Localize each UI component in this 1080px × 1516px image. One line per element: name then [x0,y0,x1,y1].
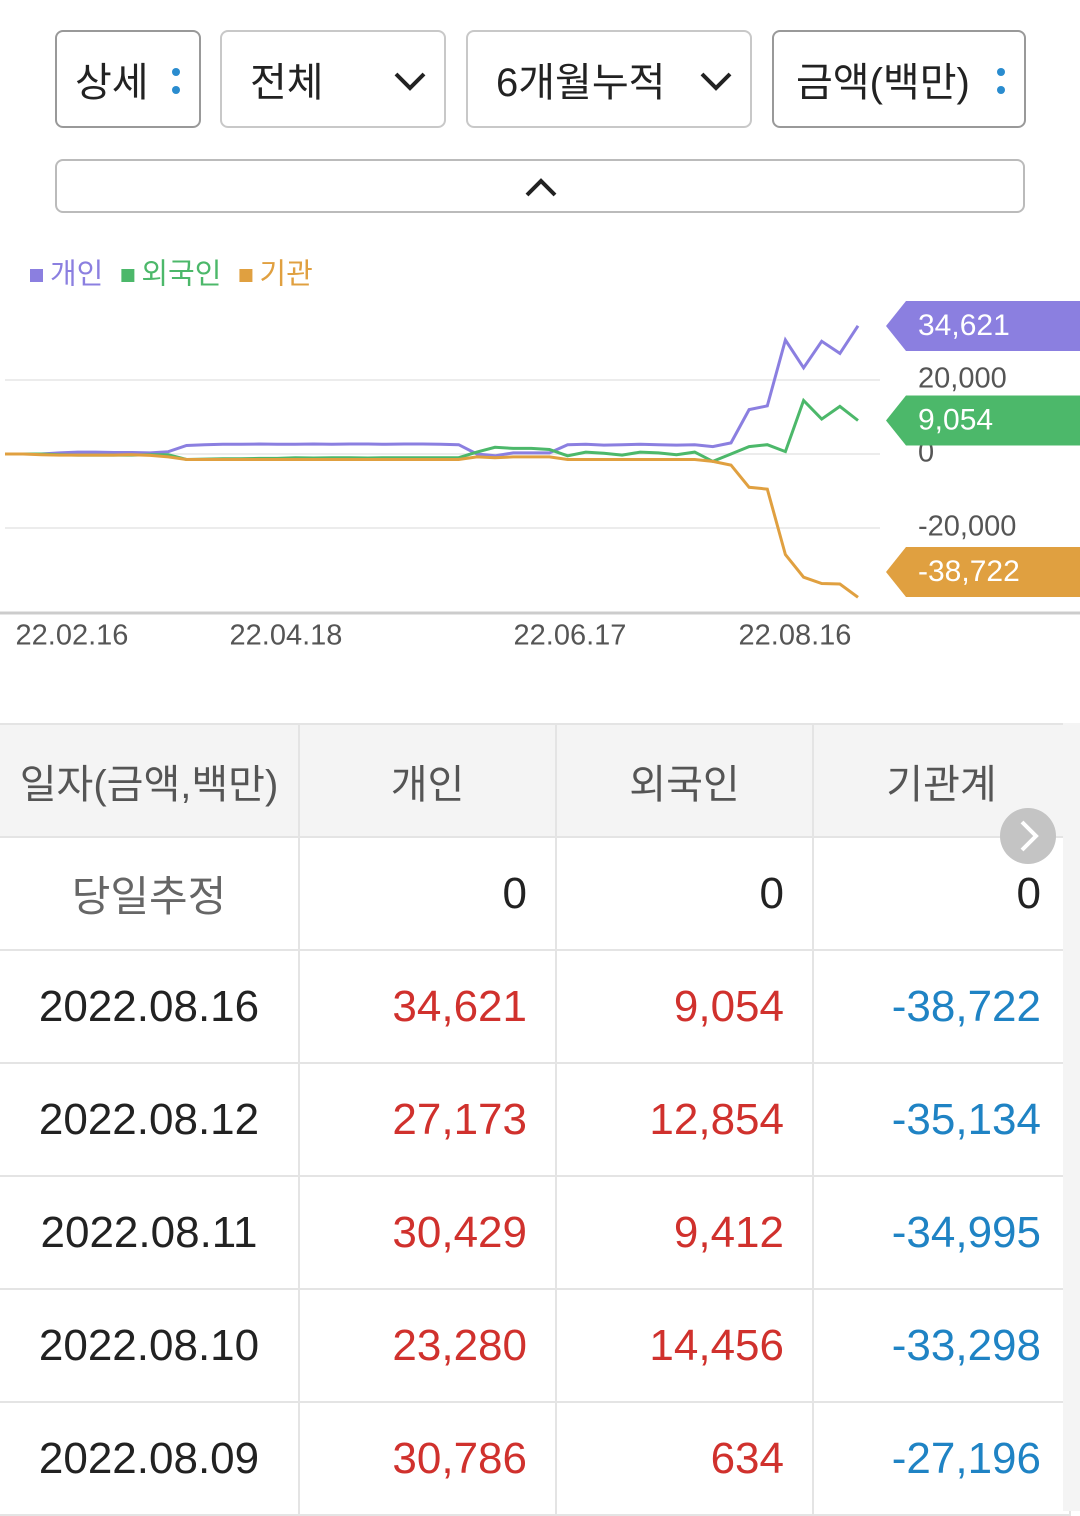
value-cell: 23,280 [299,1289,557,1403]
value-cell: -35,134 [813,1063,1071,1177]
value-cell: 0 [299,837,557,951]
date-cell: 당일추정 [0,837,300,951]
legend-swatch [121,269,135,282]
header-cell: 외국인 [556,723,814,838]
x-tick-label: 22.02.16 [16,620,129,652]
value-cell: 27,173 [299,1063,557,1177]
legend-swatch [30,269,43,282]
chevron-up-icon [525,178,557,197]
dropdown[interactable]: 상세 [55,30,201,128]
chevron-right-icon [1020,820,1039,852]
data-table: 일자(금액,백만) 개인 외국인 기관계 당일추정 0 0 0 2022.08.16 34,621… [0,723,1071,1516]
dots-icon [172,68,180,94]
table-row: 당일추정 0 0 0 [0,837,1071,951]
y-tick-label: -20,000 [918,511,1016,543]
table-row: 2022.08.10 23,280 14,456 -33,298 [0,1289,1071,1403]
series-line [5,452,859,599]
chevron-icon [394,72,426,91]
legend-swatch [239,269,253,282]
header-cell: 일자(금액,백만) [0,723,300,838]
y-tick-label: 20,000 [918,363,1007,395]
scroll-right-button[interactable] [1000,808,1056,864]
x-tick-label: 22.04.18 [230,620,343,652]
dropdown[interactable]: 6개월누적 [466,30,752,128]
value-cell: 30,786 [299,1402,557,1516]
value-cell: 30,429 [299,1176,557,1290]
dropdown-label: 금액(백만) [796,61,970,105]
dropdown[interactable]: 금액(백만) [772,30,1026,128]
date-cell: 2022.08.10 [0,1289,300,1403]
value-cell: 9,412 [556,1176,814,1290]
header-cell: 기관계 [813,723,1071,838]
end-label: 9,054 [918,403,993,436]
scroll-strip [1063,723,1080,1511]
end-label: -38,722 [918,555,1020,588]
dropdown-label: 상세 [75,61,149,105]
x-tick-label: 22.08.16 [739,620,852,652]
collapse-button[interactable] [55,159,1025,213]
end-label-tag [886,301,1080,351]
end-label: 34,621 [918,309,1010,342]
legend-label: 기관 [259,259,312,291]
table-row: 2022.08.11 30,429 9,412 -34,995 [0,1176,1071,1290]
value-cell: 9,054 [556,950,814,1064]
value-cell: -38,722 [813,950,1071,1064]
value-cell: -33,298 [813,1289,1071,1403]
value-cell: -27,196 [813,1402,1071,1516]
series-line [5,324,860,458]
x-tick-label: 22.06.17 [514,620,627,652]
table-row: 2022.08.12 27,173 12,854 -35,134 [0,1063,1071,1177]
dropdown-label: 전체 [250,61,324,105]
date-cell: 2022.08.16 [0,950,300,1064]
dropdown[interactable]: 전체 [220,30,446,128]
header-row: 일자(금액,백만) 개인 외국인 기관계 [0,723,1071,838]
dots-icon [997,68,1005,94]
table-row: 2022.08.16 34,621 9,054 -38,722 [0,950,1071,1064]
legend-label: 외국인 [141,259,221,291]
value-cell: 12,854 [556,1063,814,1177]
value-cell: 634 [556,1402,814,1516]
value-cell: -34,995 [813,1176,1071,1290]
value-cell: 34,621 [299,950,557,1064]
table-row: 2022.08.09 30,786 634 -27,196 [0,1402,1071,1516]
value-cell: 14,456 [556,1289,814,1403]
header-cell: 개인 [299,723,557,838]
date-cell: 2022.08.09 [0,1402,300,1516]
end-label-tag [886,547,1080,597]
date-cell: 2022.08.12 [0,1063,300,1177]
legend-label: 개인 [50,259,103,291]
date-cell: 2022.08.11 [0,1176,300,1290]
chevron-icon [700,72,732,91]
value-cell: 0 [556,837,814,951]
end-label-tag [886,395,1080,446]
dropdown-label: 6개월누적 [496,61,666,105]
